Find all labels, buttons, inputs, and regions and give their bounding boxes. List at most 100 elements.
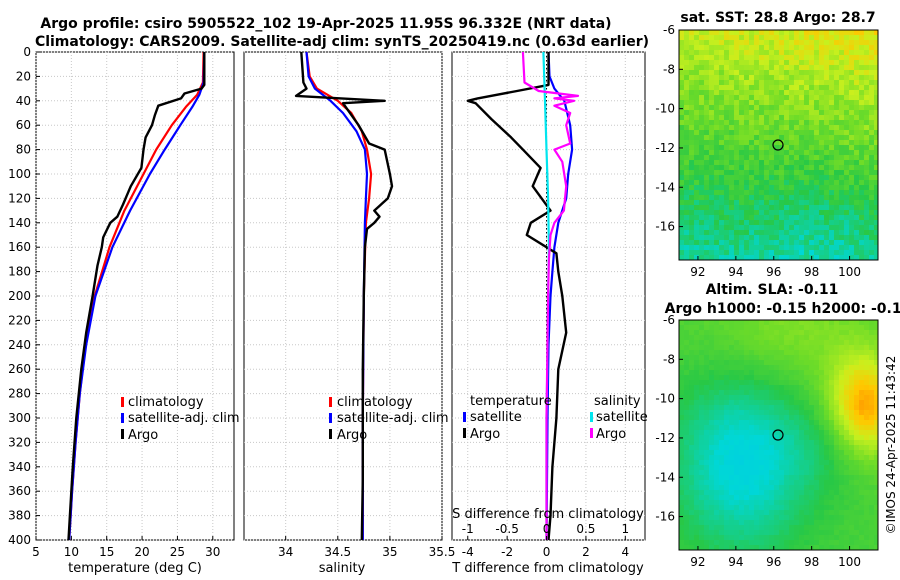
map-cell [854,165,860,171]
map-cell [874,440,879,446]
map-cell [789,45,795,51]
map-cell [724,140,730,146]
map-cell [714,460,720,466]
map-cell [829,65,835,71]
map-cell [754,330,760,336]
map-cell [759,530,765,536]
map-cell [799,320,805,326]
map-cell [679,100,685,106]
map-cell [799,45,805,51]
map-cell [849,245,855,251]
map-cell [844,500,850,506]
map-cell [859,475,865,481]
map-cell [739,335,745,341]
map-cell [784,500,790,506]
map-cell [784,425,790,431]
map-cell [689,330,695,336]
map-cell [779,340,785,346]
map-cell [769,380,775,386]
map-cell [744,110,750,116]
map-cell [769,245,775,251]
map-cell [694,410,700,416]
map-cell [719,220,725,226]
map-cell [739,240,745,246]
map-cell [789,330,795,336]
map-cell [724,95,730,101]
map-cell [769,490,775,496]
map-cell [739,85,745,91]
map-cell [859,185,865,191]
map-cell [869,320,875,326]
map-cell [794,160,800,166]
map-cell [849,180,855,186]
map-cell [759,340,765,346]
map-cell [704,370,710,376]
map-cell [769,470,775,476]
map-cell [819,45,825,51]
map-cell [694,345,700,351]
map-cell [734,175,740,181]
map-cell [709,30,715,36]
map-cell [864,330,870,336]
map-cell [834,220,840,226]
map-cell [769,500,775,506]
map-cell [794,175,800,181]
map-cell [824,245,830,251]
map-cell [824,155,830,161]
map-cell [854,40,860,46]
map-cell [714,400,720,406]
map-cell [729,85,735,91]
map-cell [814,535,820,541]
map-cell [749,80,755,86]
map-cell [834,365,840,371]
map-cell [694,370,700,376]
map-cell [694,320,700,326]
map-cell [849,185,855,191]
map-cell [859,455,865,461]
map-cell [829,170,835,176]
map-cell [754,540,760,546]
map-cell [679,55,685,61]
map-cell [789,430,795,436]
map-cell [769,150,775,156]
map-cell [819,420,825,426]
map-cell [709,320,715,326]
map-cell [764,60,770,66]
map-cell [859,245,865,251]
map-cell [769,520,775,526]
map-cell [684,80,690,86]
map-cell [789,540,795,546]
map-cell [779,325,785,331]
map-cell [684,440,690,446]
map-cell [744,395,750,401]
map-cell [804,430,810,436]
map-cell [739,430,745,436]
map-cell [699,370,705,376]
map-cell [804,145,810,151]
map-cell [714,110,720,116]
map-cell [749,150,755,156]
map-cell [749,90,755,96]
map-cell [734,40,740,46]
map-cell [724,330,730,336]
map-cell [744,95,750,101]
map-cell [814,70,820,76]
map-cell [749,55,755,61]
map-cell [844,175,850,181]
map-cell [759,210,765,216]
map-cell [769,320,775,326]
map-cell [734,140,740,146]
map-cell [774,490,780,496]
map-cell [809,370,815,376]
map-cell [729,385,735,391]
map-cell [784,445,790,451]
map-cell [834,415,840,421]
map-cell [859,445,865,451]
map-cell [824,205,830,211]
map-cell [704,125,710,131]
map-cell [744,120,750,126]
map-cell [819,175,825,181]
map-cell [754,405,760,411]
map-cell [694,445,700,451]
map-cell [794,235,800,241]
